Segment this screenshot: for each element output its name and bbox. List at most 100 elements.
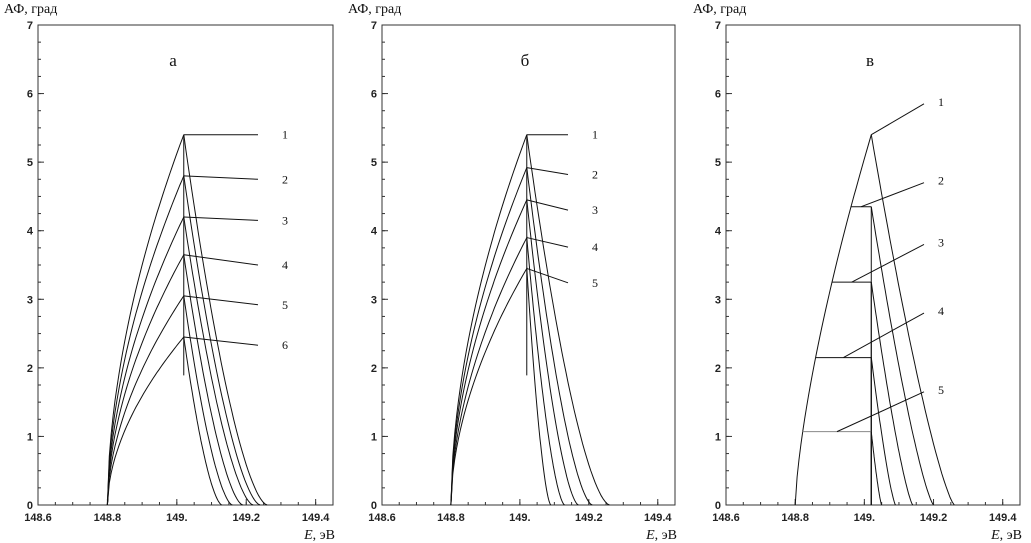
x-axis-label-symbol: E [645,528,655,543]
x-tick-label: 148.6 [368,512,396,524]
y-tick-label: 7 [27,20,33,32]
y-tick-label: 1 [715,431,721,443]
y-tick-label: 0 [715,500,721,512]
y-tick-label: 6 [715,89,721,101]
leader-line-6 [183,336,259,346]
leader-line-2 [183,175,259,180]
series-label-2: 2 [282,172,288,186]
leader-line-5 [183,295,259,306]
x-tick-label: 149.4 [302,512,330,524]
x-axis-label: E, эВ [990,528,1022,543]
leader-line-2 [526,167,569,175]
x-tick-label: 148.8 [437,512,465,524]
x-tick-label: 148.6 [24,512,52,524]
plot-frame [725,24,1021,506]
x-tick-label: 148.6 [712,512,740,524]
y-tick-label: 6 [371,89,377,101]
panel-b: 0 1 2 3 4 5 6 7 148.6 148.8 149. 149.2 149.4 АФ, град… [348,2,677,543]
x-axis-label-unit: , эВ [655,528,677,543]
y-tick-label: 2 [715,363,721,375]
series-label-4: 4 [282,258,288,272]
y-tick-label: 4 [715,226,722,238]
y-axis-label: АФ, град [348,2,401,17]
leader-line-4 [843,312,925,359]
series-curve-4 [106,253,244,506]
x-tick-label: 148.8 [94,512,122,524]
leader-line-5 [526,267,569,284]
series-curve-2 [450,167,593,506]
panel-letter: а [169,51,177,70]
series-label-4: 4 [938,304,944,318]
x-tick-label: 149.2 [920,512,948,524]
leader-line-1 [871,103,925,136]
y-tick-label: 0 [27,500,33,512]
series-label-3: 3 [938,235,944,249]
y-axis-label: АФ, град [4,2,57,17]
series-label-1: 1 [592,128,598,142]
x-tick-label: 149. [854,512,875,524]
x-tick-label: 149.4 [644,512,672,524]
leader-line-3 [183,216,259,221]
x-axis-label: E, эВ [303,528,335,543]
series-curve-4 [870,357,896,506]
series-label-5: 5 [282,298,288,312]
x-tick-label: 149.2 [575,512,603,524]
series-label-2: 2 [938,174,944,188]
plot-frame [381,24,676,506]
series-curve-5 [450,266,552,506]
y-tick-label: 7 [371,20,377,32]
leader-line-5 [836,391,925,433]
series-curve-1 [870,134,955,506]
x-axis-label: E, эВ [645,528,677,543]
y-tick-label: 4 [371,226,378,238]
series-label-1: 1 [282,128,288,142]
x-axis-label-unit: , эВ [1000,528,1022,543]
y-tick-label: 5 [371,157,377,169]
x-axis-label-unit: , эВ [313,528,335,543]
x-axis-label-symbol: E [303,528,313,543]
y-tick-label: 2 [371,363,377,375]
x-tick-label: 149. [509,512,530,524]
series-curve-2 [870,206,934,506]
y-tick-label: 3 [715,294,721,306]
series-curve-3 [870,282,914,506]
leader-line-4 [526,237,569,248]
y-tick-label: 2 [27,363,33,375]
y-tick-label: 7 [715,20,721,32]
leader-line-2 [860,182,925,208]
x-tick-label: 149.4 [989,512,1017,524]
series-label-5: 5 [592,276,598,290]
series-curve-5 [106,294,233,506]
leader-line-3 [851,243,925,283]
series-label-6: 6 [282,338,288,352]
panel-a: 0 1 2 3 4 5 6 7 148.6 148.8 149. 149.2 149.4 АФ, град… [4,2,335,543]
y-tick-label: 4 [27,226,34,238]
x-tick-label: 148.8 [781,512,809,524]
y-tick-label: 3 [371,294,377,306]
series-label-3: 3 [282,213,288,227]
y-tick-label: 5 [27,157,33,169]
y-tick-label: 1 [27,431,33,443]
series-label-4: 4 [592,240,598,254]
y-tick-label: 0 [371,500,377,512]
panel-letter: б [521,51,530,70]
x-tick-label: 149.2 [232,512,260,524]
series-curve-5 [870,431,883,506]
envelope-curve [794,134,872,506]
x-axis-label-symbol: E [990,528,1000,543]
leader-line-3 [526,199,569,211]
y-tick-label: 3 [27,294,33,306]
y-tick-label: 1 [371,431,377,443]
series-label-3: 3 [592,203,598,217]
x-tick-label: 149. [166,512,187,524]
y-tick-label: 5 [715,157,721,169]
series-label-5: 5 [938,383,944,397]
series-label-1: 1 [938,95,944,109]
leader-line-4 [183,254,259,266]
panel-v: 0 1 2 3 4 5 6 7 148.6 148.8 149. 149.2 149.4 АФ, град… [693,2,1022,543]
panel-letter: в [866,51,874,70]
series-label-2: 2 [592,167,598,181]
y-axis-label: АФ, град [693,2,746,17]
y-tick-label: 6 [27,89,33,101]
